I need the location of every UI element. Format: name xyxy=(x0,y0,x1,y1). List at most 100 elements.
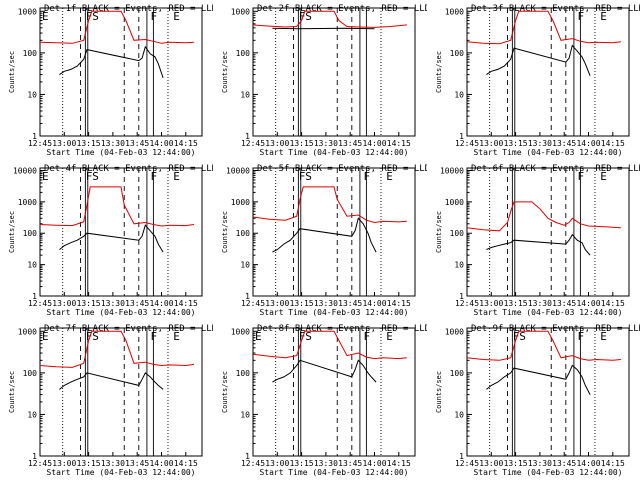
y-tick-label: 1 xyxy=(246,452,251,461)
x-tick-label: 14:15 xyxy=(387,139,411,148)
x-tick-label: 14:15 xyxy=(600,459,624,468)
detector-chart: Det 7f BLACK = Events, RED = LLD 1 10 100 10… xyxy=(8,324,213,477)
y-tick-label: 100 xyxy=(449,49,464,58)
region-marker: E xyxy=(600,330,607,343)
events-series-line xyxy=(59,45,164,79)
x-tick-label: 12:45 xyxy=(241,459,265,468)
y-tick-label: 1000 xyxy=(444,198,463,207)
x-axis-label: Start Time (04-Feb-03 12:44:00) xyxy=(260,468,409,477)
lld-series-line xyxy=(39,10,194,44)
x-tick-label: 13:15 xyxy=(290,139,314,148)
x-tick-label: 13:30 xyxy=(528,299,552,308)
y-axis-label: Counts/sec xyxy=(8,211,16,253)
y-tick-label: 1 xyxy=(246,292,251,301)
events-series-line xyxy=(272,359,377,383)
region-marker: E xyxy=(600,10,607,23)
x-tick-label: 13:00 xyxy=(52,299,76,308)
x-axis-label: Start Time (04-Feb-03 12:44:00) xyxy=(260,148,409,157)
x-tick-label: 13:45 xyxy=(339,299,363,308)
x-axis-label: Start Time (04-Feb-03 12:44:00) xyxy=(46,148,195,157)
detector-chart: Det 3f BLACK = Events, RED = LLD 1 10 100 10… xyxy=(435,4,640,157)
lld-series-line xyxy=(39,330,194,368)
x-tick-label: 14:00 xyxy=(363,299,387,308)
x-tick-label: 13:15 xyxy=(290,459,314,468)
y-tick-label: 10 xyxy=(454,410,464,419)
x-tick-label: 14:00 xyxy=(149,459,173,468)
chart-title: Det 5f BLACK = Events, RED = LLD xyxy=(257,164,426,174)
x-tick-label: 14:15 xyxy=(174,299,198,308)
plot-frame xyxy=(252,7,416,137)
x-tick-label: 13:45 xyxy=(125,459,149,468)
y-tick-label: 10 xyxy=(241,410,251,419)
x-tick-label: 13:15 xyxy=(77,459,101,468)
x-axis-label: Start Time (04-Feb-03 12:44:00) xyxy=(46,468,195,477)
x-tick-label: 14:15 xyxy=(387,459,411,468)
events-series-line xyxy=(485,44,591,76)
lld-series-line xyxy=(253,10,408,28)
x-tick-label: 14:00 xyxy=(149,299,173,308)
lld-series-line xyxy=(466,10,621,45)
region-marker: E xyxy=(173,170,180,183)
y-tick-label: 100 xyxy=(449,369,464,378)
y-tick-label: 100 xyxy=(23,49,38,58)
region-marker: E xyxy=(173,330,180,343)
x-tick-label: 13:30 xyxy=(528,139,552,148)
y-tick-label: 1000 xyxy=(231,327,250,336)
x-tick-label: 13:45 xyxy=(552,299,576,308)
x-tick-label: 13:00 xyxy=(479,459,503,468)
x-axis-label: Start Time (04-Feb-03 12:44:00) xyxy=(473,468,622,477)
x-tick-label: 14:15 xyxy=(174,459,198,468)
y-axis-label: Counts/sec xyxy=(435,51,443,93)
region-marker: E xyxy=(387,170,394,183)
plot-frame xyxy=(466,167,630,297)
chart-title: Det 3f BLACK = Events, RED = LLD xyxy=(471,4,640,14)
x-tick-label: 12:45 xyxy=(455,299,479,308)
x-tick-label: 13:30 xyxy=(528,459,552,468)
y-tick-label: 100 xyxy=(236,229,251,238)
chart-title: Det 4f BLACK = Events, RED = LLD xyxy=(44,164,213,174)
x-tick-label: 12:45 xyxy=(241,299,265,308)
y-tick-label: 100 xyxy=(449,229,464,238)
x-tick-label: 14:15 xyxy=(387,299,411,308)
region-marker: S xyxy=(92,170,99,183)
detector-chart: Det 6f BLACK = Events, RED = LLD 1 10 100 10… xyxy=(435,164,640,317)
detector-chart: Det 9f BLACK = Events, RED = LLD 1 10 100 10… xyxy=(435,324,640,477)
region-marker: E xyxy=(600,170,607,183)
region-marker: E xyxy=(42,330,49,343)
x-tick-label: 13:15 xyxy=(77,299,101,308)
y-tick-label: 1 xyxy=(459,132,464,141)
x-tick-label: 13:30 xyxy=(314,139,338,148)
region-marker: F xyxy=(577,10,584,23)
plot-frame xyxy=(39,327,203,457)
y-tick-label: 1000 xyxy=(444,7,463,16)
x-tick-label: 14:00 xyxy=(576,459,600,468)
y-tick-label: 1 xyxy=(32,132,37,141)
detector-chart: Det 8f BLACK = Events, RED = LLD 1 10 100 10… xyxy=(221,324,426,477)
region-marker: F xyxy=(299,170,306,183)
x-tick-label: 14:00 xyxy=(576,139,600,148)
y-tick-label: 10 xyxy=(454,261,464,270)
y-tick-label: 1 xyxy=(459,292,464,301)
chart-title: Det 9f BLACK = Events, RED = LLD xyxy=(471,324,640,334)
x-tick-label: 13:45 xyxy=(125,139,149,148)
y-tick-label: 10 xyxy=(27,90,37,99)
region-marker: F xyxy=(577,170,584,183)
x-tick-label: 13:00 xyxy=(479,139,503,148)
region-marker: F xyxy=(151,10,158,23)
y-tick-label: 10 xyxy=(27,261,37,270)
x-tick-label: 14:00 xyxy=(149,139,173,148)
y-tick-label: 1000 xyxy=(231,7,250,16)
region-marker: F xyxy=(86,170,93,183)
x-tick-label: 14:00 xyxy=(363,459,387,468)
x-tick-label: 12:45 xyxy=(455,139,479,148)
lld-series-line xyxy=(466,201,621,232)
region-marker: E xyxy=(173,10,180,23)
chart-title: Det 7f BLACK = Events, RED = LLD xyxy=(44,324,213,334)
region-marker: F xyxy=(86,10,93,23)
x-axis-label: Start Time (04-Feb-03 12:44:00) xyxy=(473,148,622,157)
x-axis-label: Start Time (04-Feb-03 12:44:00) xyxy=(473,308,622,317)
x-tick-label: 12:45 xyxy=(28,139,52,148)
y-tick-label: 1 xyxy=(32,292,37,301)
y-axis-label: Counts/sec xyxy=(8,51,16,93)
plot-frame xyxy=(466,327,630,457)
